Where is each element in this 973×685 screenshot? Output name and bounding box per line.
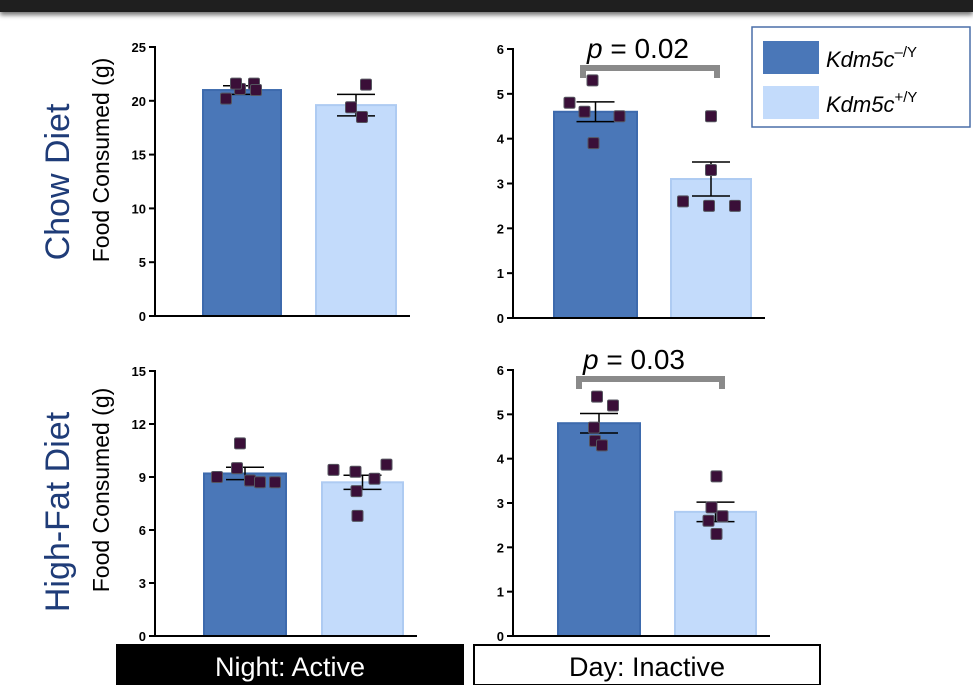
y-tick-label: 1 [497, 585, 504, 600]
data-point [677, 195, 689, 208]
y-tick-label: 0 [497, 629, 504, 644]
data-point [588, 421, 600, 434]
legend-swatch [763, 86, 819, 119]
data-point [250, 84, 262, 97]
legend-label: Kdm5c+/Y [826, 89, 917, 117]
y-tick-label: 6 [497, 42, 504, 57]
y-tick-label: 10 [132, 201, 146, 216]
data-point [349, 465, 362, 478]
data-point [613, 110, 626, 123]
period-label: Night: Active [215, 652, 365, 682]
p-value-label: p = 0.02 [586, 33, 689, 64]
data-point [578, 105, 591, 118]
y-tick-label: 9 [139, 470, 146, 485]
chart-panel-2: 0 1 2 3 4 5 6 p = 0.02 [497, 33, 765, 326]
y-axis-title: Food Consumed (g) [88, 58, 114, 263]
y-tick-label: 3 [139, 576, 146, 591]
data-point [231, 462, 243, 475]
y-tick-label: 6 [497, 363, 504, 378]
data-point [220, 92, 232, 105]
data-point [702, 514, 715, 527]
data-point [351, 509, 364, 522]
data-point [716, 510, 729, 523]
chart-panel-3: 0 3 6 9 12 15 [132, 364, 417, 644]
row-label: Chow Diet [39, 103, 77, 260]
data-point [269, 476, 281, 489]
significance-bracket [576, 376, 725, 389]
data-point [705, 110, 717, 123]
data-point [211, 471, 223, 483]
data-point [705, 501, 718, 514]
top-bar [0, 0, 973, 12]
y-tick-label: 2 [497, 540, 504, 555]
period-label: Day: Inactive [569, 652, 725, 682]
period-box [473, 644, 821, 685]
y-tick-label: 5 [497, 87, 504, 102]
row-label: High-Fat Diet [39, 411, 77, 612]
y-tick-label: 15 [132, 148, 146, 163]
y-tick-label: 0 [497, 311, 504, 326]
data-point [710, 470, 723, 483]
bar [557, 422, 641, 638]
period-box [116, 644, 464, 685]
legend-label: Kdm5c–/Y [826, 44, 917, 72]
p-value-label: p = 0.03 [582, 344, 685, 375]
y-tick-label: 6 [139, 523, 146, 538]
data-point [703, 199, 715, 212]
y-tick-label: 15 [132, 364, 146, 379]
data-point [563, 96, 576, 109]
y-tick-label: 25 [132, 40, 146, 55]
y-tick-label: 3 [497, 496, 504, 511]
data-point [234, 437, 246, 450]
y-tick-label: 0 [139, 309, 146, 324]
bar [203, 472, 287, 638]
data-point [327, 463, 340, 476]
y-axis-title: Food Consumed (g) [88, 388, 114, 593]
data-point [350, 485, 363, 498]
data-point [230, 77, 242, 90]
data-point [586, 74, 599, 87]
legend-swatch [763, 41, 819, 74]
y-tick-label: 5 [497, 407, 504, 422]
bar [321, 481, 404, 637]
chart-panel-1: 0 5 10 15 20 25 [132, 40, 410, 324]
y-tick-label: 4 [497, 452, 505, 467]
data-point [596, 439, 608, 452]
data-point [729, 199, 741, 212]
y-tick-label: 12 [132, 417, 146, 432]
y-tick-label: 5 [139, 255, 146, 270]
data-point [244, 474, 256, 487]
y-tick-label: 3 [497, 177, 504, 192]
data-point [345, 101, 357, 114]
data-point [254, 476, 266, 489]
y-tick-label: 4 [497, 132, 505, 147]
chart-panel-4: 0 1 2 3 4 5 6 p = 0.03 [497, 344, 770, 644]
data-point [710, 528, 723, 541]
bar [315, 104, 397, 317]
legend: Kdm5c–/Y Kdm5c+/Y [751, 26, 971, 128]
y-tick-label: 20 [132, 94, 146, 109]
data-point [368, 472, 381, 485]
data-point [356, 110, 368, 123]
y-tick-label: 1 [497, 266, 504, 281]
data-point [380, 458, 393, 471]
y-tick-label: 2 [497, 221, 504, 236]
data-point [607, 399, 619, 412]
bar [202, 89, 282, 318]
data-point [591, 390, 603, 403]
y-tick-label: 0 [139, 629, 146, 644]
data-point [360, 78, 372, 91]
data-point [705, 164, 717, 177]
data-point [587, 137, 600, 150]
significance-bracket [580, 65, 720, 78]
